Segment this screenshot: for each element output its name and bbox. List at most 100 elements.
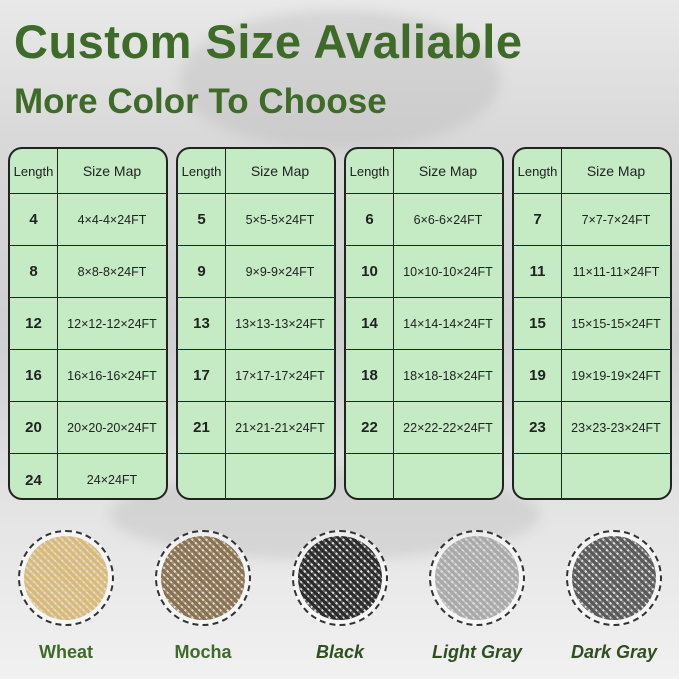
color-swatch-black (292, 530, 388, 626)
size-cell: 4×4-4×24FT (77, 212, 147, 227)
table-row: 18 18×18-18×24FT (346, 350, 502, 402)
table-row: 9 9×9-9×24FT (178, 246, 334, 298)
size-cell: 10×10-10×24FT (403, 264, 493, 279)
size-cell: 9×9-9×24FT (245, 264, 315, 279)
header-length: Length (10, 149, 58, 193)
table-row (178, 454, 334, 498)
size-cell: 19×19-19×24FT (571, 368, 661, 383)
header-size-map: Size Map (250, 163, 310, 179)
length-cell: 5 (178, 194, 226, 245)
length-cell: 14 (346, 298, 394, 349)
size-cell: 21×21-21×24FT (235, 420, 325, 435)
color-label: Light Gray (431, 642, 522, 662)
size-table: Length Size Map 6 6×6-6×24FT 10 10×10-10… (344, 147, 504, 500)
size-cell: 13×13-13×24FT (235, 316, 325, 331)
length-cell: 9 (178, 246, 226, 297)
page-subtitle: More Color To Choose (14, 82, 387, 121)
size-cell: 23×23-23×24FT (571, 420, 661, 435)
table-row: 17 17×17-17×24FT (178, 350, 334, 402)
size-cell: 22×22-22×24FT (403, 420, 493, 435)
table-row: 7 7×7-7×24FT (514, 194, 670, 246)
length-cell: 20 (10, 402, 58, 453)
header-size-map: Size Map (586, 163, 646, 179)
mesh-texture-icon (435, 536, 519, 620)
length-cell: 24 (10, 454, 58, 498)
length-cell: 7 (514, 194, 562, 245)
size-table: Length Size Map 7 7×7-7×24FT 11 11×11-11… (512, 147, 672, 500)
size-cell: 24×24FT (86, 473, 138, 487)
length-cell: 15 (514, 298, 562, 349)
length-cell (178, 454, 226, 498)
table-row (346, 454, 502, 498)
size-cell (562, 454, 670, 498)
size-cell: 5×5-5×24FT (245, 212, 315, 227)
table-header-row: Length Size Map (178, 149, 334, 194)
mesh-texture-icon (24, 536, 108, 620)
length-cell: 13 (178, 298, 226, 349)
header-size-map: Size Map (418, 163, 478, 179)
size-cell (226, 454, 334, 498)
size-cell: 20×20-20×24FT (67, 420, 157, 435)
size-cell: 18×18-18×24FT (403, 368, 493, 383)
table-row: 20 20×20-20×24FT (10, 402, 166, 454)
color-swatch-wheat (18, 530, 114, 626)
color-label: Wheat (39, 642, 93, 662)
length-cell: 12 (10, 298, 58, 349)
color-swatch-light-gray (429, 530, 525, 626)
table-row: 19 19×19-19×24FT (514, 350, 670, 402)
length-cell: 8 (10, 246, 58, 297)
size-cell: 6×6-6×24FT (413, 212, 483, 227)
table-row: 14 14×14-14×24FT (346, 298, 502, 350)
header-length: Length (178, 149, 226, 193)
table-row: 21 21×21-21×24FT (178, 402, 334, 454)
header-length: Length (346, 149, 394, 193)
size-cell: 8×8-8×24FT (77, 264, 147, 279)
table-row: 5 5×5-5×24FT (178, 194, 334, 246)
color-label: Dark Gray (570, 642, 658, 662)
table-row (514, 454, 670, 498)
length-cell: 19 (514, 350, 562, 401)
table-row: 6 6×6-6×24FT (346, 194, 502, 246)
table-row: 24 24×24FT (10, 454, 166, 498)
page-title: Custom Size Avaliable (14, 15, 523, 68)
size-cell: 17×17-17×24FT (235, 368, 325, 383)
background-machine (180, 10, 500, 150)
length-cell: 21 (178, 402, 226, 453)
header-size-map: Size Map (82, 163, 142, 179)
length-cell: 6 (346, 194, 394, 245)
table-row: 23 23×23-23×24FT (514, 402, 670, 454)
mesh-texture-icon (298, 536, 382, 620)
table-row: 11 11×11-11×24FT (514, 246, 670, 298)
table-header-row: Length Size Map (10, 149, 166, 194)
color-swatch-mocha (155, 530, 251, 626)
table-row: 12 12×12-12×24FT (10, 298, 166, 350)
size-cell: 15×15-15×24FT (571, 316, 661, 331)
size-cell (394, 454, 502, 498)
table-row: 10 10×10-10×24FT (346, 246, 502, 298)
length-cell: 23 (514, 402, 562, 453)
table-row: 15 15×15-15×24FT (514, 298, 670, 350)
length-cell: 18 (346, 350, 394, 401)
size-table: Length Size Map 4 4×4-4×24FT 8 8×8-8×24F… (8, 147, 168, 500)
length-cell: 22 (346, 402, 394, 453)
color-label: Mocha (174, 642, 232, 662)
table-row: 8 8×8-8×24FT (10, 246, 166, 298)
table-row: 16 16×16-16×24FT (10, 350, 166, 402)
length-cell (514, 454, 562, 498)
color-label: Black (315, 642, 365, 662)
mesh-texture-icon (161, 536, 245, 620)
table-header-row: Length Size Map (514, 149, 670, 194)
size-cell: 11×11-11×24FT (572, 264, 660, 279)
header-length: Length (514, 149, 562, 193)
size-cell: 16×16-16×24FT (67, 368, 157, 383)
length-cell: 4 (10, 194, 58, 245)
table-row: 22 22×22-22×24FT (346, 402, 502, 454)
size-table: Length Size Map 5 5×5-5×24FT 9 9×9-9×24F… (176, 147, 336, 500)
color-swatch-dark-gray (566, 530, 662, 626)
length-cell: 17 (178, 350, 226, 401)
length-cell (346, 454, 394, 498)
length-cell: 10 (346, 246, 394, 297)
length-cell: 11 (514, 246, 562, 297)
size-cell: 14×14-14×24FT (403, 316, 493, 331)
table-header-row: Length Size Map (346, 149, 502, 194)
